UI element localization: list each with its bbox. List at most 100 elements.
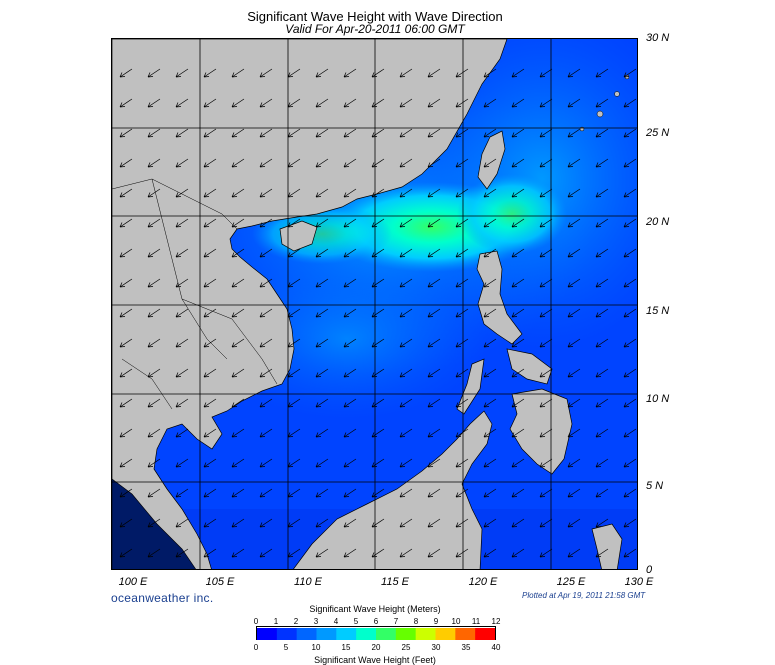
wave-arrow <box>567 548 581 558</box>
wave-arrow <box>231 128 245 138</box>
wave-arrow <box>399 188 413 198</box>
colorbar-meter-tick: 1 <box>273 617 279 626</box>
wave-arrow <box>623 428 637 438</box>
wave-arrow <box>231 458 245 468</box>
wave-arrow <box>399 548 413 558</box>
wave-arrow <box>231 368 245 378</box>
wave-arrow <box>539 488 553 498</box>
wave-arrow <box>175 368 189 378</box>
colorbar-meter-tick: 0 <box>253 617 259 626</box>
wave-arrow <box>567 338 581 348</box>
wave-arrow <box>455 458 469 468</box>
colorbar-meter-tick: 2 <box>293 617 299 626</box>
wave-arrow <box>567 458 581 468</box>
wave-arrow <box>315 308 329 318</box>
wave-arrow <box>595 518 609 528</box>
wave-arrow <box>287 188 301 198</box>
wave-arrow <box>427 548 441 558</box>
wave-arrow <box>623 338 637 348</box>
colorbar-swatch <box>475 628 496 640</box>
wave-arrow <box>623 398 637 408</box>
wave-arrow <box>315 278 329 288</box>
wave-arrow <box>119 428 133 438</box>
colorbar-swatch <box>435 628 456 640</box>
wave-arrow <box>427 68 441 78</box>
wave-arrow <box>511 68 525 78</box>
colorbar-meter-tick: 5 <box>353 617 359 626</box>
wave-arrow <box>119 338 133 348</box>
wave-arrow <box>483 488 497 498</box>
lat-label-15n: 15 N <box>646 305 670 317</box>
wave-arrow <box>483 218 497 228</box>
wave-arrow <box>175 278 189 288</box>
wave-arrow <box>175 128 189 138</box>
colorbar-swatch <box>336 628 357 640</box>
wave-arrow <box>511 398 525 408</box>
wave-arrow <box>119 98 133 108</box>
colorbar-title-meters: Significant Wave Height (Meters) <box>309 604 441 614</box>
wave-arrow <box>343 338 357 348</box>
wave-arrow <box>371 248 385 258</box>
wave-arrow <box>203 518 217 528</box>
wave-arrow <box>315 398 329 408</box>
wave-arrow <box>147 248 161 258</box>
wave-arrow <box>287 308 301 318</box>
wave-arrow <box>343 218 357 228</box>
wave-arrow <box>259 458 273 468</box>
wave-arrow <box>371 98 385 108</box>
wave-arrow <box>315 338 329 348</box>
wave-arrow <box>455 98 469 108</box>
wave-arrow <box>147 98 161 108</box>
lat-label-0: 0 <box>646 564 653 576</box>
wave-arrow <box>539 158 553 168</box>
wave-arrow <box>315 248 329 258</box>
wave-arrow <box>259 188 273 198</box>
wave-arrow <box>399 428 413 438</box>
wave-arrow <box>511 548 525 558</box>
wave-arrow <box>315 188 329 198</box>
wave-arrow <box>595 338 609 348</box>
wave-arrow <box>175 248 189 258</box>
wave-arrow <box>119 248 133 258</box>
wave-arrow <box>371 308 385 318</box>
wave-arrow <box>511 308 525 318</box>
wave-arrow <box>287 68 301 78</box>
wave-arrow <box>259 398 273 408</box>
wave-arrow <box>231 248 245 258</box>
wave-arrow <box>623 308 637 318</box>
wave-arrow <box>203 488 217 498</box>
wave-arrow <box>399 488 413 498</box>
wave-arrow <box>231 278 245 288</box>
wave-arrow <box>203 98 217 108</box>
wave-arrow <box>539 338 553 348</box>
wave-arrow <box>371 278 385 288</box>
wave-arrow <box>399 398 413 408</box>
wave-arrow <box>511 428 525 438</box>
wave-arrow <box>119 368 133 378</box>
lon-label-120e: 120 E <box>468 576 498 588</box>
wave-arrow <box>231 308 245 318</box>
wave-arrow <box>203 68 217 78</box>
wave-arrow <box>483 188 497 198</box>
wave-arrow <box>539 278 553 288</box>
wave-arrow <box>399 458 413 468</box>
wave-arrow <box>427 128 441 138</box>
wave-arrow <box>259 218 273 228</box>
wave-arrow <box>147 548 161 558</box>
colorbar-feet-tick: 5 <box>283 643 289 652</box>
wave-arrow <box>567 428 581 438</box>
wave-arrow <box>315 488 329 498</box>
wave-arrow <box>315 128 329 138</box>
wave-arrow <box>511 518 525 528</box>
wave-arrow <box>539 68 553 78</box>
colorbar-feet-tick: 40 <box>491 643 501 652</box>
wave-arrow <box>483 128 497 138</box>
wave-arrow <box>623 158 637 168</box>
colorbar-meter-tick: 9 <box>433 617 439 626</box>
wave-arrow <box>203 188 217 198</box>
colorbar-meter-tick: 7 <box>393 617 399 626</box>
wave-arrow <box>287 458 301 468</box>
colorbar-feet-tick: 15 <box>341 643 351 652</box>
wave-arrow <box>399 218 413 228</box>
wave-arrow <box>371 398 385 408</box>
